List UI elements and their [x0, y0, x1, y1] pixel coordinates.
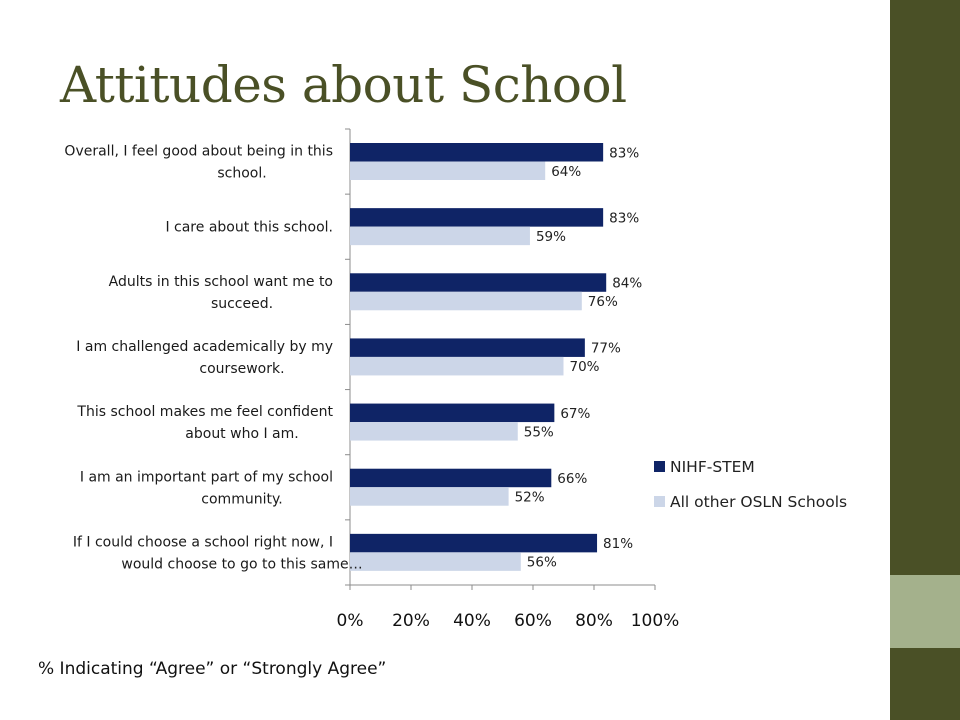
bar-value-label: 67%	[560, 406, 590, 422]
bar-series-2	[350, 356, 564, 376]
bar-series-1	[350, 338, 585, 357]
bar-series-1	[350, 533, 598, 553]
bar-value-label: 64%	[551, 164, 581, 180]
category-label: Adults in this school want me to	[109, 274, 333, 290]
category-label: I am challenged academically by my	[76, 339, 333, 355]
bar-value-label: 83%	[609, 145, 639, 161]
category-label: If I could choose a school right now, I	[73, 534, 333, 550]
x-tick-label: 100%	[631, 611, 680, 631]
bar-value-label: 70%	[570, 359, 600, 375]
chart-footnote: % Indicating “Agree” or “Strongly Agree”	[38, 659, 387, 679]
x-tick-label: 80%	[575, 611, 613, 631]
x-tick-label: 20%	[392, 611, 430, 631]
bar-value-label: 76%	[588, 294, 618, 310]
category-label: This school makes me feel confident	[76, 404, 333, 420]
legend-label: NIHF-STEM	[670, 458, 755, 476]
bar-series-1	[350, 273, 607, 292]
x-tick-label: 40%	[453, 611, 491, 631]
category-label: I care about this school.	[165, 220, 333, 236]
slide-title: Attitudes about School	[60, 56, 627, 114]
legend-swatch	[654, 461, 665, 472]
category-label: coursework.	[199, 361, 284, 377]
bar-series-2	[350, 552, 521, 571]
bar-value-label: 83%	[609, 210, 639, 226]
category-label: school.	[217, 166, 266, 182]
legend-label: All other OSLN Schools	[670, 493, 847, 511]
bar-value-label: 66%	[557, 471, 587, 487]
bar-series-1	[350, 468, 552, 488]
sidebar-accent-bottom	[890, 648, 960, 720]
x-tick-label: 60%	[514, 611, 552, 631]
bar-series-2	[350, 226, 530, 246]
bar-series-2	[350, 291, 582, 311]
category-label: I am an important part of my school	[80, 469, 333, 485]
category-label: would choose to go to this same…	[121, 556, 362, 572]
x-tick-label: 0%	[337, 611, 364, 631]
bar-value-label: 52%	[515, 489, 545, 505]
sidebar-accent-middle	[890, 575, 960, 648]
bar-series-2	[350, 487, 509, 506]
category-label: community.	[201, 491, 282, 507]
bar-series-2	[350, 422, 518, 441]
bar-series-1	[350, 143, 604, 162]
category-label: Overall, I feel good about being in this	[64, 144, 333, 160]
bar-series-1	[350, 403, 555, 423]
bar-series-2	[350, 161, 546, 180]
category-label: succeed.	[211, 296, 273, 312]
bar-value-label: 56%	[527, 555, 557, 571]
bar-value-label: 77%	[591, 341, 621, 357]
bar-series-1	[350, 208, 604, 227]
bar-value-label: 81%	[603, 536, 633, 552]
bar-value-label: 84%	[612, 276, 642, 292]
bar-value-label: 55%	[524, 424, 554, 440]
bar-value-label: 59%	[536, 229, 566, 245]
category-label: about who I am.	[185, 426, 298, 442]
sidebar-accent-top	[890, 0, 960, 575]
legend-swatch	[654, 496, 665, 507]
